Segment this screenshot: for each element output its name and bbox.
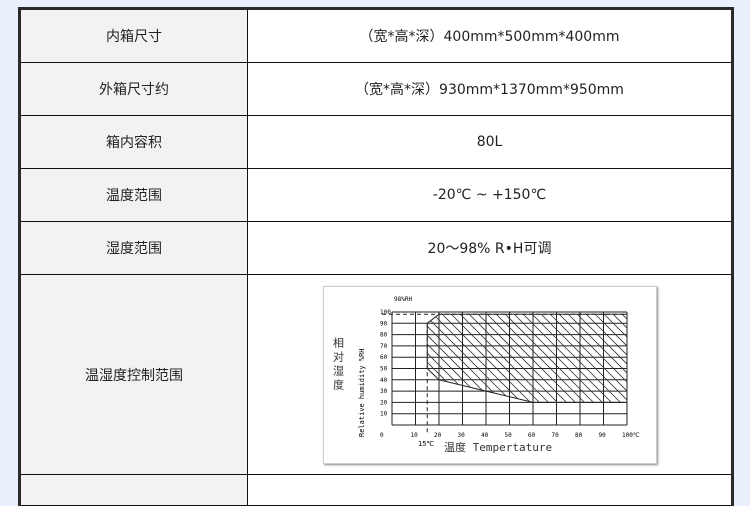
label-inner-size: 内箱尺寸 bbox=[19, 8, 248, 63]
hatch-line bbox=[426, 313, 542, 402]
control-region-outline bbox=[426, 313, 627, 403]
x-tick-label: 60 bbox=[528, 432, 536, 439]
hatch-line bbox=[547, 313, 627, 402]
hatch-line bbox=[484, 313, 605, 402]
y-tick-label: 30 bbox=[380, 388, 388, 395]
y-tick-label: 100 bbox=[380, 309, 391, 316]
y-tick-label: 80 bbox=[380, 331, 388, 338]
label-outer-size: 外箱尺寸约 bbox=[19, 62, 248, 116]
label-control-range: 温湿度控制范围 bbox=[19, 274, 248, 475]
x-tick-label: 30 bbox=[457, 432, 465, 439]
value-volume: 80L bbox=[247, 115, 733, 169]
value-humidity-range: 20～98% R•H可调 bbox=[247, 221, 733, 275]
hatch-line bbox=[538, 313, 627, 402]
hatch-line bbox=[529, 313, 627, 402]
marker-98rh: 98%RH bbox=[394, 296, 412, 303]
hatch-line bbox=[457, 313, 578, 402]
hatch-line bbox=[439, 313, 560, 402]
marker-15c: 15℃ bbox=[418, 440, 434, 448]
x-tick-label: 40 bbox=[481, 432, 489, 439]
y-tick-label: 60 bbox=[380, 354, 388, 361]
diagram-grid bbox=[381, 311, 627, 435]
x-tick-label: 100℃ bbox=[622, 432, 640, 439]
hatch-line bbox=[426, 313, 506, 402]
x-tick-label: 50 bbox=[504, 432, 512, 439]
y-axis-label-cn: 相对湿度 bbox=[331, 336, 344, 392]
hatch-line bbox=[583, 313, 627, 402]
x-axis-label: 温度 Tempertature bbox=[444, 440, 552, 454]
hatch-line bbox=[565, 313, 627, 402]
hatch-line bbox=[638, 312, 656, 432]
hatch-line bbox=[426, 313, 515, 402]
hatch-line bbox=[466, 313, 587, 402]
label-temp-range: 温度范围 bbox=[19, 168, 248, 222]
hatch-line bbox=[493, 313, 614, 402]
hatch-line bbox=[520, 313, 627, 402]
value-next-row bbox=[247, 474, 733, 506]
label-humidity-range: 湿度范围 bbox=[19, 221, 248, 275]
x-tick-label: 90 bbox=[598, 432, 606, 439]
hatch-line bbox=[574, 313, 627, 402]
diagram-svg: 0 10 20 30 40 50 60 70 80 90 100℃ 10 20 30 40 50 60 70 80 9… bbox=[331, 296, 656, 454]
value-outer-size: （宽*高*深）930mm*1370mm*950mm bbox=[247, 62, 733, 116]
hatch-line bbox=[448, 313, 569, 402]
label-volume: 箱内容积 bbox=[19, 115, 248, 169]
hatch-line bbox=[430, 313, 551, 402]
hatch-line bbox=[629, 312, 656, 432]
x-tick-label: 0 bbox=[380, 432, 384, 439]
x-tick-label: 20 bbox=[434, 432, 442, 439]
x-tick-label: 80 bbox=[575, 432, 583, 439]
label-next-row bbox=[19, 474, 248, 506]
hatch-line bbox=[426, 313, 533, 402]
spec-table: 内箱尺寸 （宽*高*深）400mm*500mm*400mm 外箱尺寸约 （宽*高*深… bbox=[18, 7, 734, 506]
y-axis-label-en: Relative humidity %RH bbox=[358, 348, 366, 437]
value-temp-range: -20℃ ~ +150℃ bbox=[247, 168, 733, 222]
hatch-line bbox=[601, 313, 627, 402]
control-range-figure-cell: 0 10 20 30 40 50 60 70 80 90 100℃ 10 20 30 40 50 60 70 80 9… bbox=[247, 274, 733, 475]
x-tick-label: 10 bbox=[410, 432, 418, 439]
y-tick-label: 50 bbox=[380, 365, 388, 372]
y-tick-label: 10 bbox=[380, 410, 388, 417]
hatch-line bbox=[475, 313, 596, 402]
hatch-line bbox=[556, 313, 627, 402]
hatch-line bbox=[426, 313, 524, 402]
hatch-line bbox=[511, 313, 627, 402]
y-tick-label: 70 bbox=[380, 342, 388, 349]
hatch-line bbox=[592, 313, 627, 402]
hatch-line bbox=[502, 313, 623, 402]
y-tick-label: 20 bbox=[380, 399, 388, 406]
hatch-line bbox=[647, 312, 656, 432]
humidity-temperature-diagram: 0 10 20 30 40 50 60 70 80 90 100℃ 10 20 30 40 50 60 70 80 9… bbox=[322, 285, 657, 464]
value-inner-size: （宽*高*深）400mm*500mm*400mm bbox=[247, 8, 733, 63]
y-tick-label: 90 bbox=[380, 320, 388, 327]
hatch-line bbox=[426, 313, 497, 402]
x-tick-label: 70 bbox=[551, 432, 559, 439]
y-tick-label: 40 bbox=[380, 376, 388, 383]
